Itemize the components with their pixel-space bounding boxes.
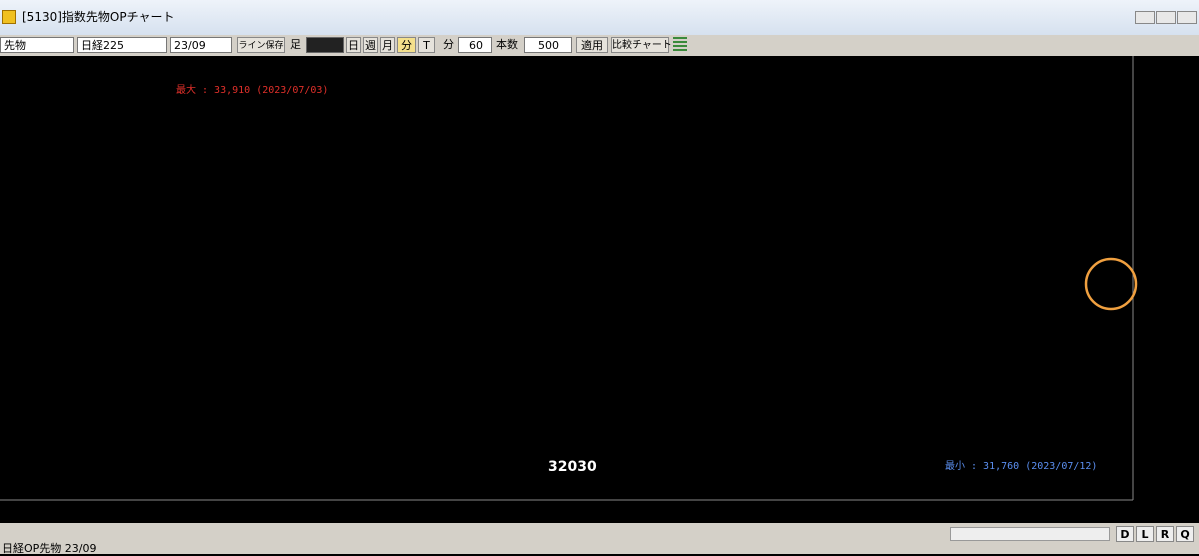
status-text: 日経OP先物 23/09 — [2, 542, 97, 555]
chart-icon[interactable] — [673, 37, 687, 53]
interval-input[interactable]: 60 — [458, 37, 492, 53]
tick-button[interactable]: T — [418, 37, 435, 53]
minimize-button[interactable] — [1135, 11, 1155, 24]
minute-button[interactable]: 分 — [397, 37, 416, 53]
count-input[interactable]: 500 — [524, 37, 572, 53]
app-icon — [2, 10, 16, 24]
index-select[interactable]: 日経225 — [77, 37, 167, 53]
max-annotation: 最大 : 33,910 (2023/07/03) — [176, 83, 328, 96]
title-bar: [5130]指数先物OPチャート — [0, 0, 1199, 35]
month-button[interactable]: 月 — [380, 37, 395, 53]
contract-select[interactable]: 23/09 — [170, 37, 232, 53]
min-annotation: 最小 : 31,760 (2023/07/12) — [945, 460, 1097, 472]
nav-button[interactable]: R — [1156, 526, 1174, 542]
day-button[interactable]: 日 — [346, 37, 361, 53]
market: 先物 — [4, 39, 26, 52]
maximize-button[interactable] — [1156, 11, 1176, 24]
nav-button[interactable]: D — [1116, 526, 1134, 542]
nav-button[interactable]: Q — [1176, 526, 1194, 542]
scrollbar[interactable] — [950, 527, 1110, 541]
note: 32030 — [548, 459, 597, 475]
chart-background — [0, 56, 1199, 523]
count-label: 本数 — [496, 38, 518, 51]
close-button[interactable] — [1177, 11, 1197, 24]
interval-unit: 分 — [443, 38, 454, 51]
week-button[interactable]: 週 — [363, 37, 378, 53]
nav-button[interactable]: L — [1136, 526, 1154, 542]
index: 日経225 — [81, 39, 124, 52]
toolbar: 先物 日経225 23/09 ライン保存 足 日 週 月 分 T 分 60 本数… — [0, 35, 1199, 56]
compare-button[interactable]: 比較チャート — [611, 37, 672, 53]
color-box[interactable] — [306, 37, 344, 53]
window-title: [5130]指数先物OPチャート — [22, 10, 175, 24]
contract: 23/09 — [174, 39, 206, 52]
chart: 最大 : 33,910 (2023/07/03) 最小 : 31,760 (20… — [0, 56, 1199, 523]
bar-label: 足 — [290, 38, 301, 51]
save-button[interactable]: ライン保存 — [237, 37, 285, 53]
market-select[interactable]: 先物 — [0, 37, 74, 53]
apply-button[interactable]: 適用 — [576, 37, 608, 53]
highlight-circle — [1084, 257, 1138, 311]
